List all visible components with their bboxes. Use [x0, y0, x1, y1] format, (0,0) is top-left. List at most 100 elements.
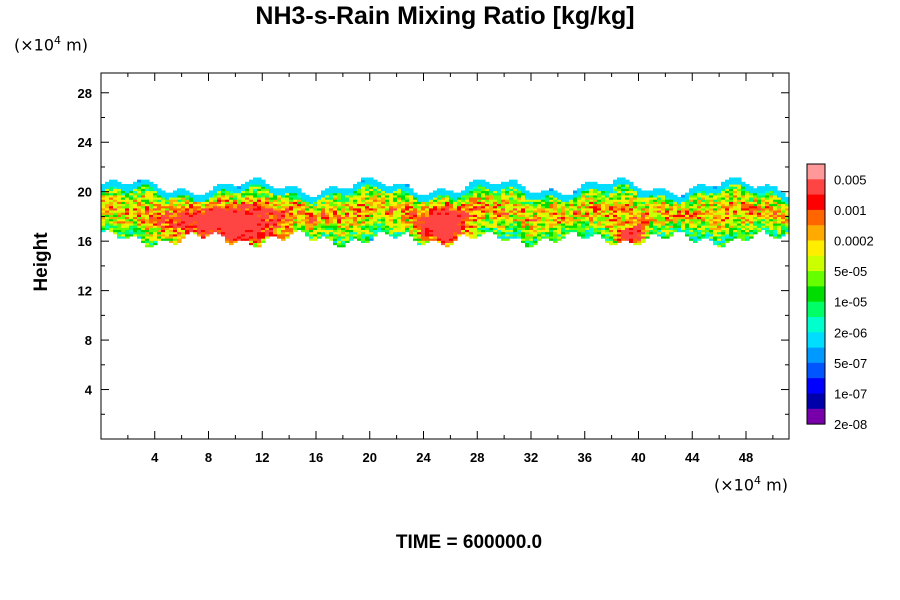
heatmap-cell: [345, 227, 350, 231]
heatmap-cell: [673, 199, 678, 202]
heatmap-cell: [277, 231, 282, 235]
heatmap-cell: [729, 207, 734, 211]
heatmap-cell: [625, 216, 630, 220]
heatmap-cell: [449, 190, 454, 194]
heatmap-cell: [445, 235, 450, 239]
heatmap-cell: [649, 201, 654, 205]
heatmap-cell: [153, 199, 158, 202]
heatmap-cell: [417, 218, 422, 222]
heatmap-cell: [621, 231, 626, 235]
heatmap-cell: [697, 207, 702, 211]
heatmap-cell: [741, 207, 746, 211]
heatmap-cell: [217, 212, 222, 215]
heatmap-cell: [425, 196, 430, 200]
heatmap-cell: [333, 214, 338, 218]
heatmap-cell: [125, 225, 130, 228]
heatmap-cell: [353, 233, 358, 237]
heatmap-cell: [605, 183, 610, 187]
heatmap-cell: [145, 225, 150, 228]
heatmap-cell: [645, 235, 650, 239]
heatmap-cell: [577, 199, 582, 202]
heatmap-cell: [153, 190, 158, 194]
heatmap-cell: [557, 233, 562, 237]
heatmap-cell: [281, 199, 286, 202]
heatmap-cell: [341, 214, 346, 218]
heatmap-cell: [321, 205, 326, 209]
heatmap-cell: [293, 222, 298, 226]
heatmap-cell: [149, 183, 154, 187]
heatmap-cell: [509, 179, 514, 183]
heatmap-cell: [777, 225, 782, 228]
heatmap-cell: [141, 235, 146, 239]
heatmap-cell: [425, 207, 430, 211]
heatmap-cell: [225, 216, 230, 220]
heatmap-cell: [157, 203, 162, 207]
heatmap-cell: [241, 203, 246, 207]
heatmap-cell: [289, 209, 294, 213]
heatmap-cell: [349, 194, 354, 198]
heatmap-cell: [757, 205, 762, 209]
heatmap-cell: [369, 233, 374, 237]
heatmap-cell: [513, 203, 518, 207]
heatmap-cell: [545, 233, 550, 237]
heatmap-cell: [157, 196, 162, 200]
heatmap-cell: [281, 205, 286, 209]
heatmap-cell: [169, 214, 174, 218]
heatmap-cell: [293, 205, 298, 209]
heatmap-cell: [421, 212, 426, 215]
heatmap-cell: [477, 209, 482, 213]
heatmap-cell: [241, 194, 246, 198]
heatmap-cell: [513, 207, 518, 211]
heatmap-cell: [441, 190, 446, 194]
heatmap-cell: [109, 216, 114, 220]
heatmap-cell: [141, 240, 146, 243]
heatmap-cell: [557, 235, 562, 239]
heatmap-cell: [365, 220, 370, 224]
heatmap-cell: [609, 199, 614, 202]
heatmap-cell: [173, 233, 178, 237]
heatmap-cell: [629, 227, 634, 231]
heatmap-cell: [225, 240, 230, 243]
heatmap-cell: [577, 192, 582, 196]
heatmap-cell: [225, 220, 230, 224]
heatmap-cell: [521, 229, 526, 233]
heatmap-cell: [157, 214, 162, 218]
heatmap-cell: [125, 203, 130, 207]
heatmap-cell: [677, 227, 682, 231]
heatmap-cell: [621, 188, 626, 192]
heatmap-cell: [601, 216, 606, 220]
heatmap-cell: [533, 216, 538, 220]
heatmap-cell: [665, 196, 670, 200]
heatmap-cell: [153, 231, 158, 235]
heatmap-cell: [317, 220, 322, 224]
heatmap-cell: [409, 233, 414, 237]
heatmap-cell: [153, 203, 158, 207]
heatmap-cell: [393, 207, 398, 211]
heatmap-cell: [469, 181, 474, 185]
heatmap-cell: [625, 222, 630, 226]
heatmap-cell: [217, 214, 222, 218]
heatmap-cell: [381, 199, 386, 202]
heatmap-cell: [341, 235, 346, 239]
heatmap-cell: [445, 203, 450, 207]
heatmap-cell: [573, 196, 578, 200]
heatmap-cell: [661, 227, 666, 231]
heatmap-cell: [677, 201, 682, 205]
heatmap-cell: [641, 190, 646, 194]
colorbar-label: 1e-05: [834, 295, 867, 310]
heatmap-cell: [317, 235, 322, 239]
heatmap-cell: [717, 203, 722, 207]
heatmap-cell: [157, 199, 162, 202]
heatmap-cell: [657, 222, 662, 226]
heatmap-cell: [481, 179, 486, 183]
heatmap-cell: [581, 205, 586, 209]
heatmap-cell: [769, 194, 774, 198]
heatmap-cell: [289, 220, 294, 224]
heatmap-cell: [129, 229, 134, 233]
heatmap-cell: [301, 225, 306, 228]
heatmap-cell: [785, 216, 790, 220]
heatmap-cell: [773, 220, 778, 224]
heatmap-cell: [353, 199, 358, 202]
heatmap-cell: [393, 220, 398, 224]
heatmap-cell: [213, 212, 218, 215]
